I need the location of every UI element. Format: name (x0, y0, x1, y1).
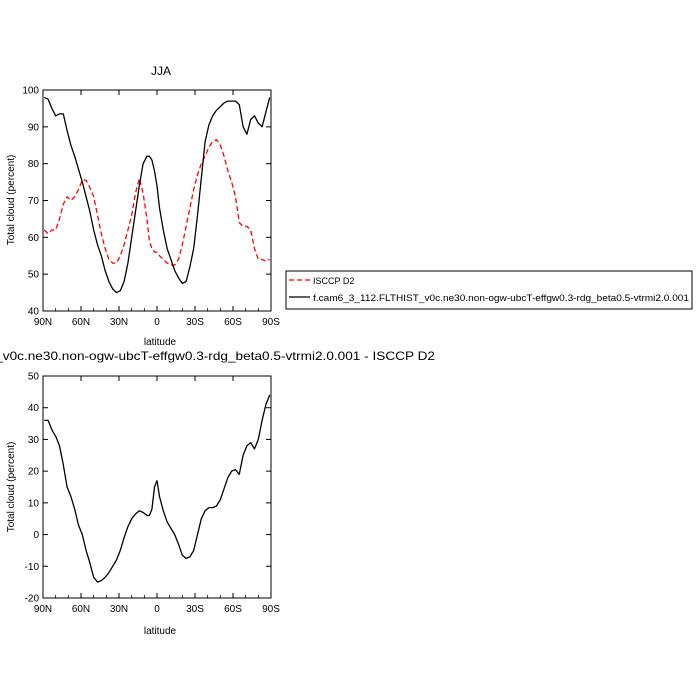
bottom-x-tick-label: 30S (186, 604, 204, 615)
top-panel-title: JJA (151, 64, 171, 78)
top-y-tick-label: 60 (28, 233, 40, 244)
bottom-y-tick-label: -10 (25, 562, 40, 573)
top-x-tick-label: 60S (224, 317, 242, 328)
top-y-tick-label: 70 (28, 196, 40, 207)
top-y-tick-label: 100 (22, 86, 39, 97)
bottom-y-tick-label: 50 (28, 372, 40, 383)
legend-label-model: f.cam6_3_112.FLTHIST_v0c.ne30.non-ogw-ub… (313, 293, 689, 303)
top-x-tick-label: 60N (72, 317, 90, 328)
top-x-tick-label: 0 (154, 317, 160, 328)
bottom-series-line-0 (44, 394, 271, 583)
bottom-x-tick-label: 30N (110, 604, 128, 615)
top-x-tick-label: 90S (262, 317, 280, 328)
bottom-y-tick-label: -20 (25, 594, 40, 605)
legend-label-isccp: ISCCP D2 (313, 276, 354, 286)
top-chart-marks: 90N 60N 30N 0 30S 60S 90S 40 50 60 70 80 90 100 (22, 86, 280, 329)
top-x-tick-label: 30N (110, 317, 128, 328)
bottom-x-tick-label: 90S (262, 604, 280, 615)
top-y-tick-label: 80 (28, 159, 40, 170)
top-series-line-0 (43, 139, 270, 266)
bottom-chart-marks: 90N 60N 30N 0 30S 60S 90S -20 -10 0 10 20 30 40 50 (25, 372, 281, 616)
top-y-tick-label: 50 (28, 270, 40, 281)
top-y-axis-label: Total cloud (percent) (6, 155, 17, 246)
bottom-y-tick-label: 0 (33, 530, 39, 541)
bottom-plot-frame (42, 375, 272, 599)
legend: ISCCP D2 f.cam6_3_112.FLTHIST_v0c.ne30.n… (285, 270, 693, 310)
bottom-panel-title: f.cam6_3_112.FLTHIST_v0c.ne30.non-ogw-ub… (0, 349, 435, 363)
bottom-y-tick-label: 40 (28, 403, 40, 414)
bottom-y-tick-label: 20 (28, 467, 40, 478)
top-plot-frame (42, 89, 272, 312)
top-y-tick-label: 40 (28, 307, 40, 318)
bottom-y-tick-label: 10 (28, 498, 40, 509)
bottom-x-tick-label: 0 (154, 604, 160, 615)
bottom-x-tick-label: 60N (72, 604, 90, 615)
bottom-x-tick-label: 90N (34, 604, 52, 615)
bottom-x-tick-label: 60S (224, 604, 242, 615)
bottom-y-axis-label: Total cloud (percent) (6, 442, 17, 533)
bottom-x-axis-label: latitude (144, 626, 177, 637)
top-panel: JJA 90N 60N 30N 0 30S 60S 90S 40 50 60 70 80 90 100 l… (6, 64, 693, 348)
top-x-tick-label: 90N (34, 317, 52, 328)
top-x-axis-label: latitude (144, 337, 177, 348)
top-x-tick-label: 30S (186, 317, 204, 328)
top-series-line-1 (44, 96, 271, 294)
top-y-tick-label: 90 (28, 122, 40, 133)
bottom-panel: f.cam6_3_112.FLTHIST_v0c.ne30.non-ogw-ub… (0, 349, 435, 637)
legend-box (285, 270, 693, 310)
bottom-y-tick-label: 30 (28, 435, 40, 446)
